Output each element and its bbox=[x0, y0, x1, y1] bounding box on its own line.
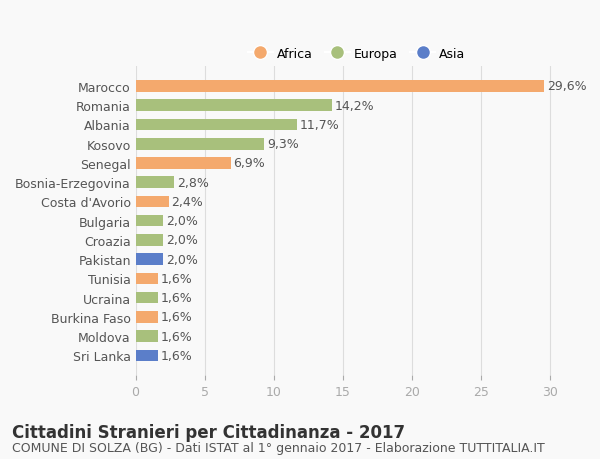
Text: 9,3%: 9,3% bbox=[267, 138, 299, 151]
Bar bbox=[136, 100, 332, 112]
Text: 1,6%: 1,6% bbox=[160, 349, 192, 362]
Bar bbox=[136, 158, 231, 169]
Text: 29,6%: 29,6% bbox=[547, 80, 587, 93]
Text: 2,0%: 2,0% bbox=[166, 234, 198, 247]
Bar bbox=[136, 215, 163, 227]
Text: 1,6%: 1,6% bbox=[160, 272, 192, 285]
Text: 1,6%: 1,6% bbox=[160, 311, 192, 324]
Text: 1,6%: 1,6% bbox=[160, 330, 192, 343]
Bar bbox=[136, 139, 264, 150]
Text: COMUNE DI SOLZA (BG) - Dati ISTAT al 1° gennaio 2017 - Elaborazione TUTTITALIA.I: COMUNE DI SOLZA (BG) - Dati ISTAT al 1° … bbox=[12, 442, 545, 454]
Text: 2,0%: 2,0% bbox=[166, 215, 198, 228]
Bar bbox=[136, 177, 174, 189]
Bar bbox=[136, 235, 163, 246]
Bar bbox=[136, 81, 544, 93]
Bar bbox=[136, 273, 158, 285]
Text: 1,6%: 1,6% bbox=[160, 291, 192, 305]
Bar bbox=[136, 312, 158, 323]
Text: 14,2%: 14,2% bbox=[334, 100, 374, 112]
Text: 2,4%: 2,4% bbox=[172, 196, 203, 208]
Text: 2,8%: 2,8% bbox=[177, 176, 209, 189]
Text: 2,0%: 2,0% bbox=[166, 253, 198, 266]
Bar bbox=[136, 254, 163, 265]
Text: 6,9%: 6,9% bbox=[233, 157, 265, 170]
Text: 11,7%: 11,7% bbox=[300, 119, 340, 132]
Bar bbox=[136, 292, 158, 304]
Text: Cittadini Stranieri per Cittadinanza - 2017: Cittadini Stranieri per Cittadinanza - 2… bbox=[12, 423, 405, 441]
Bar bbox=[136, 350, 158, 361]
Bar bbox=[136, 196, 169, 208]
Legend: Africa, Europa, Asia: Africa, Europa, Asia bbox=[243, 42, 470, 65]
Bar bbox=[136, 331, 158, 342]
Bar bbox=[136, 119, 297, 131]
